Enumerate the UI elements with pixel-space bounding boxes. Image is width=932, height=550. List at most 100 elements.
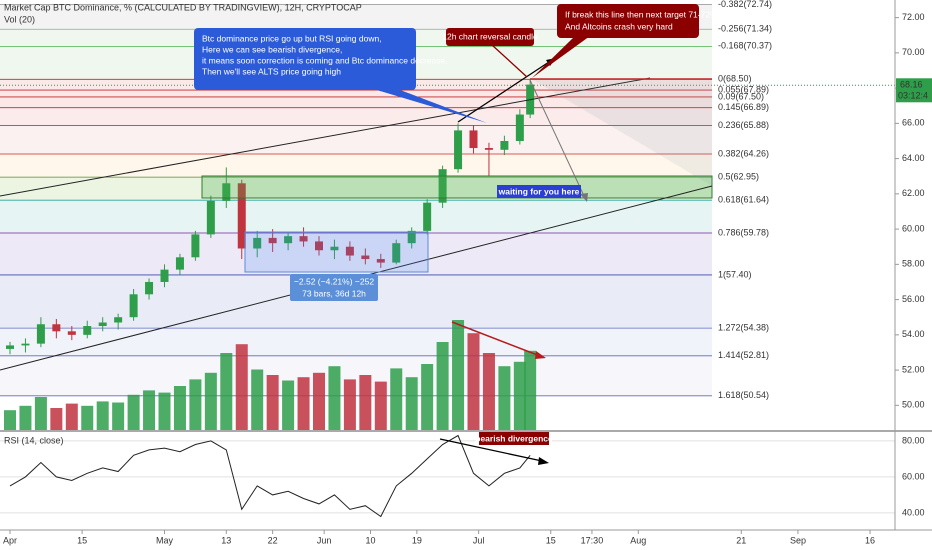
volume-bar <box>251 369 264 430</box>
candle-body <box>268 237 277 244</box>
y-tick-label: 72.00 <box>902 12 925 22</box>
y-tick-label: 60.00 <box>902 223 925 233</box>
volume-bar <box>50 408 63 430</box>
volume-bar <box>19 405 32 430</box>
candle-body <box>423 202 432 231</box>
candle-body <box>206 200 215 235</box>
fib-label: -0.382(72.74) <box>718 0 772 9</box>
volume-bar <box>158 392 171 430</box>
candle-body <box>145 281 154 295</box>
measure-text: 73 bars, 36d 12h <box>302 288 366 298</box>
candle-body <box>114 317 123 323</box>
volume-bar <box>421 364 434 430</box>
fib-band <box>0 90 712 97</box>
candle-body <box>315 241 323 251</box>
y-tick-label: 64.00 <box>902 153 925 163</box>
rsi-tick-label: 80.00 <box>902 435 925 445</box>
rsi-label: RSI (14, close) <box>4 435 64 445</box>
waiting-text: waiting for you here <box>498 186 580 196</box>
x-tick-label: 17:30 <box>581 535 604 545</box>
projection-area <box>530 78 712 186</box>
x-tick-label: 16 <box>865 535 875 545</box>
y-tick-label: 62.00 <box>902 188 925 198</box>
fib-label: 0.055(67.89) <box>718 84 769 94</box>
y-tick-label: 52.00 <box>902 364 925 374</box>
candle-body <box>500 140 509 150</box>
fib-label: 1.618(50.54) <box>718 390 769 400</box>
reversal-box <box>446 28 534 46</box>
fib-band <box>0 232 712 275</box>
candle-body <box>484 148 493 150</box>
target-text: If break this line then next target 71-7… <box>565 9 718 19</box>
volume-bar <box>313 372 325 430</box>
volume-bar <box>467 333 480 430</box>
volume-bar <box>498 366 511 430</box>
candle-body <box>299 236 308 242</box>
volume-bar <box>359 375 372 430</box>
candle-body <box>191 234 200 258</box>
x-tick-label: Aug <box>630 535 646 545</box>
volume-bar <box>81 405 94 430</box>
candle-body <box>21 343 30 346</box>
candle-body <box>438 169 447 203</box>
rsi-tick-label: 60.00 <box>902 471 925 481</box>
fib-label: 1.272(54.38) <box>718 323 769 333</box>
candle-body <box>376 259 385 263</box>
target-box <box>557 4 699 38</box>
fib-band <box>0 125 712 155</box>
volume-bar <box>96 401 109 430</box>
arrow-head <box>580 193 588 202</box>
fib-band <box>0 355 712 396</box>
candle-body <box>67 331 76 335</box>
rsi-line <box>9 434 531 518</box>
volume-bar <box>405 377 418 430</box>
measure-box <box>244 231 429 273</box>
reversal-pointer <box>491 44 528 78</box>
fib-label: 0.09(67.50) <box>718 91 764 101</box>
volume-divergence-line <box>451 321 541 357</box>
x-tick-label: Apr <box>3 535 17 545</box>
arrow-head <box>535 351 546 359</box>
callout-text: Then we'll see ALTS price going high <box>202 66 341 76</box>
candle-body <box>454 130 463 170</box>
target-pointer <box>532 36 590 78</box>
candle-body <box>330 246 339 251</box>
fib-label: 0.382(64.26) <box>718 148 769 158</box>
fib-label: 0.618(61.64) <box>718 195 769 205</box>
volume-bar <box>143 390 156 430</box>
volume-bar <box>235 344 248 430</box>
volume-bar <box>220 353 233 430</box>
fib-label: 0.236(65.88) <box>718 120 769 130</box>
volume-bar <box>282 380 295 430</box>
volume-bar <box>524 350 537 430</box>
countdown: 03:12:4 <box>898 91 928 101</box>
divergence-box <box>479 432 549 445</box>
volume-bar <box>173 386 186 430</box>
rsi-tick-label: 40.00 <box>902 507 925 517</box>
y-tick-label: 54.00 <box>902 329 925 339</box>
channel-upper <box>0 77 651 197</box>
candle-body <box>83 326 92 335</box>
volume-bar <box>328 366 341 430</box>
volume-bar <box>374 381 387 430</box>
background-layer: -0.382(72.74) -0.256(71.34) -0.168(70.37) 0… <box>0 0 895 514</box>
fib-label: -0.256(71.34) <box>718 24 772 34</box>
measure-label-box <box>290 274 378 301</box>
x-tick-label: Jul <box>473 535 485 545</box>
volume-bar <box>4 410 16 430</box>
volume-bar <box>204 372 217 430</box>
chart-title: Market Cap BTC Dominance, % (CALCULATED … <box>4 2 362 12</box>
volume-bar <box>513 361 526 430</box>
x-tick-label: Sep <box>790 535 806 545</box>
fib-band <box>0 328 712 356</box>
candle-body <box>222 183 231 201</box>
x-tick-label: Jun <box>317 535 332 545</box>
x-tick-label: 10 <box>365 535 375 545</box>
fib-label: 0(68.50) <box>718 74 752 84</box>
divergence-text: bearish divergence <box>475 433 553 443</box>
candle-body <box>175 257 184 270</box>
callout-text: Btc dominance price go up but RSI going … <box>202 33 382 43</box>
candle-body <box>160 269 169 282</box>
